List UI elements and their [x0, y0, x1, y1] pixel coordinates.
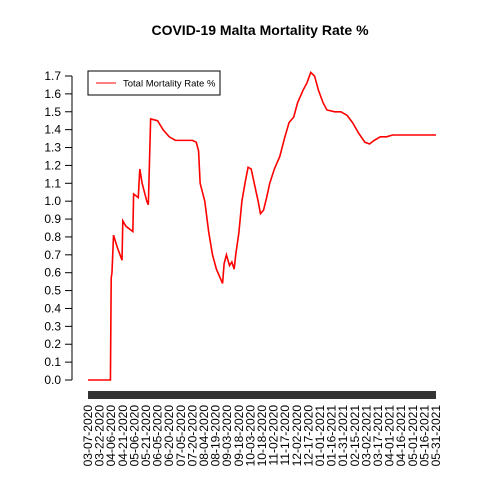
- x-tick-label: 03-07-2020: [81, 405, 95, 467]
- data-line: [88, 71, 436, 381]
- x-tick-label: 09-03-2020: [220, 405, 234, 467]
- y-tick-label: 0.5: [44, 284, 61, 298]
- y-tick-label: 1.6: [44, 87, 61, 101]
- x-tick-label: 10-18-2020: [255, 405, 269, 467]
- y-tick-label: 1.5: [44, 105, 61, 119]
- x-tick-label: 05-06-2020: [127, 405, 141, 467]
- x-tick-label: 09-18-2020: [232, 405, 246, 467]
- x-tick-label: 06-20-2020: [162, 405, 176, 467]
- x-tick-label: 10-03-2020: [243, 405, 257, 467]
- chart-title: COVID-19 Malta Mortality Rate %: [151, 22, 369, 38]
- x-tick-label: 01-16-2021: [325, 405, 339, 467]
- x-tick-label: 02-15-2021: [348, 405, 362, 467]
- x-tick-label: 03-22-2020: [93, 405, 107, 467]
- x-tick-label: 08-04-2020: [197, 405, 211, 467]
- x-tick-label: 03-17-2021: [371, 405, 385, 467]
- y-tick-label: 1.3: [44, 141, 61, 155]
- x-tick-label: 04-01-2021: [383, 405, 397, 467]
- x-tick-label: 04-21-2020: [116, 405, 130, 467]
- x-tick-label: 04-06-2020: [104, 405, 118, 467]
- y-tick-label: 1.2: [44, 158, 61, 172]
- dense-tick-band: [88, 391, 436, 399]
- y-tick-label: 1.4: [44, 123, 61, 137]
- x-tick-label: 07-20-2020: [185, 405, 199, 467]
- y-tick-label: 0.4: [44, 301, 61, 315]
- x-tick-label: 05-01-2021: [406, 405, 420, 467]
- x-tick-label: 05-16-2021: [417, 405, 431, 467]
- x-tick-label: 08-19-2020: [209, 405, 223, 467]
- x-tick-label: 05-31-2021: [429, 405, 443, 467]
- y-tick-label: 0.0: [44, 373, 61, 387]
- x-tick-label: 07-05-2020: [174, 405, 188, 467]
- x-tick-label: 01-01-2021: [313, 405, 327, 467]
- x-tick-label: 11-02-2020: [267, 405, 281, 466]
- y-tick-label: 0.2: [44, 337, 61, 351]
- y-tick-label: 0.6: [44, 266, 61, 280]
- x-tick-label: 03-02-2021: [359, 405, 373, 467]
- x-tick-label: 01-31-2021: [336, 405, 350, 467]
- x-tick-label: 12-17-2020: [301, 405, 315, 467]
- y-tick-label: 0.1: [44, 355, 61, 369]
- y-tick-label: 0.9: [44, 212, 61, 226]
- y-tick-label: 1.0: [44, 194, 61, 208]
- y-tick-label: 1.1: [44, 176, 61, 190]
- y-tick-label: 1.7: [44, 69, 61, 83]
- y-tick-label: 0.7: [44, 248, 61, 262]
- legend-label: Total Mortality Rate %: [123, 79, 216, 90]
- x-tick-label: 12-02-2020: [290, 405, 304, 467]
- y-tick-label: 0.8: [44, 230, 61, 244]
- x-tick-label: 11-17-2020: [278, 405, 292, 466]
- y-tick-label: 0.3: [44, 319, 61, 333]
- x-tick-label: 06-05-2020: [151, 405, 165, 467]
- x-tick-label: 05-21-2020: [139, 405, 153, 467]
- x-tick-label: 04-16-2021: [394, 405, 408, 467]
